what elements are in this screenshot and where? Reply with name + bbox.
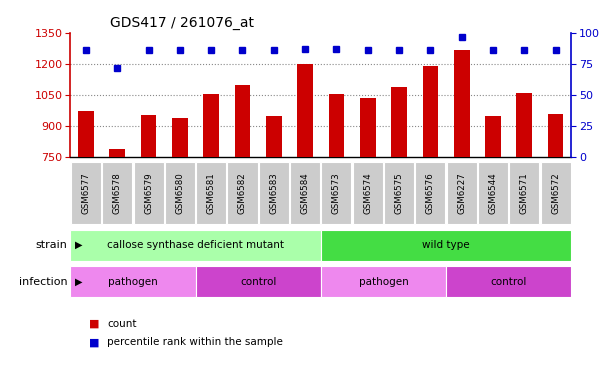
- Bar: [227, 163, 257, 224]
- Text: GSM6583: GSM6583: [269, 172, 278, 214]
- Text: GSM6572: GSM6572: [551, 172, 560, 214]
- Bar: [172, 118, 188, 157]
- Text: control: control: [491, 277, 527, 287]
- Bar: [259, 163, 289, 224]
- Bar: [478, 163, 508, 224]
- Bar: [321, 163, 351, 224]
- Text: GSM6581: GSM6581: [207, 172, 216, 214]
- Bar: [109, 149, 125, 157]
- Text: percentile rank within the sample: percentile rank within the sample: [107, 337, 283, 347]
- Bar: [196, 266, 321, 297]
- Bar: [203, 94, 219, 157]
- Text: GDS417 / 261076_at: GDS417 / 261076_at: [110, 16, 254, 30]
- Bar: [423, 66, 438, 157]
- Bar: [516, 93, 532, 157]
- Bar: [384, 163, 414, 224]
- Bar: [71, 163, 101, 224]
- Text: pathogen: pathogen: [108, 277, 158, 287]
- Bar: [70, 230, 321, 261]
- Text: infection: infection: [18, 277, 67, 287]
- Text: control: control: [240, 277, 276, 287]
- Bar: [548, 114, 563, 157]
- Bar: [141, 115, 156, 157]
- Bar: [485, 116, 501, 157]
- Bar: [78, 111, 93, 157]
- Text: count: count: [107, 319, 136, 329]
- Text: strain: strain: [35, 240, 67, 250]
- Text: ▶: ▶: [75, 277, 82, 287]
- Bar: [329, 94, 344, 157]
- Text: ▶: ▶: [75, 240, 82, 250]
- Bar: [70, 266, 196, 297]
- Text: GSM6584: GSM6584: [301, 172, 310, 214]
- Bar: [321, 230, 571, 261]
- Bar: [321, 266, 446, 297]
- Text: GSM6578: GSM6578: [113, 172, 122, 214]
- Text: GSM6544: GSM6544: [489, 172, 497, 214]
- Text: GSM6573: GSM6573: [332, 172, 341, 214]
- Bar: [134, 163, 164, 224]
- Bar: [391, 87, 407, 157]
- Bar: [454, 49, 469, 157]
- Bar: [102, 163, 132, 224]
- Text: GSM6576: GSM6576: [426, 172, 435, 214]
- Text: GSM6582: GSM6582: [238, 172, 247, 214]
- Bar: [298, 64, 313, 157]
- Bar: [510, 163, 540, 224]
- Text: GSM6575: GSM6575: [395, 172, 403, 214]
- Text: GSM6574: GSM6574: [364, 172, 372, 214]
- Bar: [165, 163, 195, 224]
- Bar: [541, 163, 571, 224]
- Text: wild type: wild type: [422, 240, 470, 250]
- Text: GSM6571: GSM6571: [520, 172, 529, 214]
- Bar: [353, 163, 382, 224]
- Text: callose synthase deficient mutant: callose synthase deficient mutant: [107, 240, 284, 250]
- Text: ■: ■: [89, 337, 99, 347]
- Text: GSM6579: GSM6579: [144, 172, 153, 214]
- Text: GSM6227: GSM6227: [457, 172, 466, 214]
- Bar: [196, 163, 226, 224]
- Text: GSM6577: GSM6577: [81, 172, 90, 214]
- Bar: [415, 163, 445, 224]
- Text: pathogen: pathogen: [359, 277, 408, 287]
- Text: ■: ■: [89, 319, 99, 329]
- Text: GSM6580: GSM6580: [175, 172, 185, 214]
- Bar: [360, 98, 376, 157]
- Bar: [235, 85, 251, 157]
- Bar: [447, 163, 477, 224]
- Bar: [446, 266, 571, 297]
- Bar: [266, 116, 282, 157]
- Bar: [290, 163, 320, 224]
